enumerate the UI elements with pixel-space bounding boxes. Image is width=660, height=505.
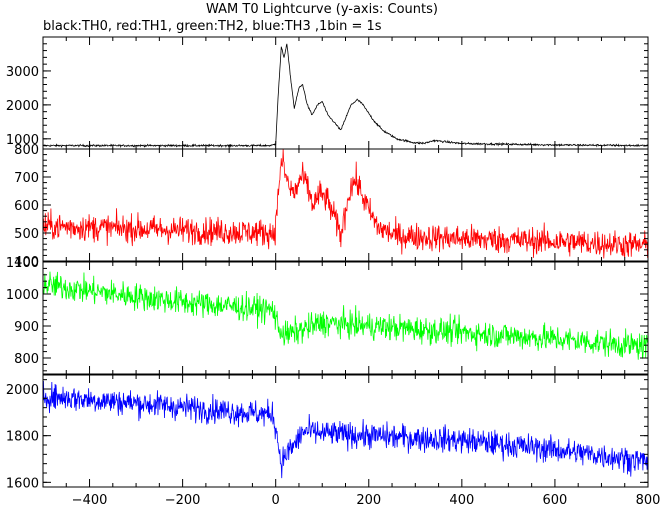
series-line-th0 [43, 43, 648, 149]
chart-subtitle: black:TH0, red:TH1, green:TH2, blue:TH3 … [43, 19, 382, 34]
y-tick-label: 800 [14, 352, 39, 367]
y-tick-label: 1600 [6, 476, 39, 491]
x-tick-label: 600 [543, 493, 568, 505]
series-line-th3 [43, 381, 648, 479]
x-tick-label: 400 [449, 493, 474, 505]
y-tick-label: 900 [14, 320, 39, 335]
y-tick-label: 1000 [6, 133, 39, 148]
x-tick-label: 800 [636, 493, 660, 505]
y-tick-label: 3000 [6, 65, 39, 80]
y-tick-label: 1100 [6, 256, 39, 271]
panel-th1: 400 500 600 700 800 [14, 143, 649, 270]
y-tick-label: 500 [14, 227, 39, 242]
y-tick-label: 800 [14, 143, 39, 158]
panels-layer: 1000 2000 3000 400 500 600 700 800 800 900 1000 110… [6, 36, 649, 491]
panel-th3: 1600 1800 2000 [6, 374, 649, 491]
x-tick-label: 200 [356, 493, 381, 505]
panel-th0: 1000 2000 3000 [6, 36, 649, 150]
chart-title: WAM T0 Lightcurve (y-axis: Counts) [206, 2, 438, 17]
x-tick-label: −200 [165, 493, 201, 505]
panel-frame [42, 36, 649, 150]
x-tick-label: −400 [72, 493, 108, 505]
x-axis: −400 −200 0 200 400 600 800 [72, 493, 660, 505]
y-tick-label: 700 [14, 171, 39, 186]
y-tick-label: 1000 [6, 288, 39, 303]
series-line-th2 [43, 271, 648, 360]
y-tick-label: 2000 [6, 383, 39, 398]
y-tick-label: 600 [14, 199, 39, 214]
y-tick-label: 2000 [6, 99, 39, 114]
y-tick-label: 1800 [6, 430, 39, 445]
panel-th2: 800 900 1000 1100 [6, 256, 649, 375]
series-line-th1 [43, 149, 648, 259]
y-tick-label: 400 [14, 255, 39, 270]
x-tick-label: 0 [272, 493, 280, 505]
